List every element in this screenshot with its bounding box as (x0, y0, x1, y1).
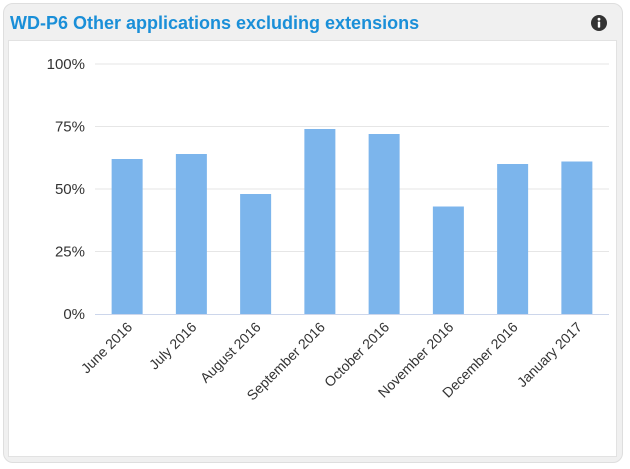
chart-widget: WD-P6 Other applications excluding exten… (3, 3, 623, 463)
bar[interactable] (561, 161, 593, 315)
x-tick-label: October 2016 (321, 319, 392, 390)
bar[interactable] (240, 194, 272, 314)
bar[interactable] (304, 129, 336, 314)
info-icon[interactable] (590, 14, 608, 32)
x-tick-label: July 2016 (146, 319, 200, 373)
x-tick-label: June 2016 (78, 319, 136, 377)
x-tick-label: January 2017 (514, 319, 585, 390)
y-tick-label: 75% (55, 119, 85, 136)
y-tick-label: 100% (47, 56, 85, 73)
y-tick-label: 50% (55, 181, 85, 198)
bar[interactable] (111, 159, 143, 314)
bar[interactable] (368, 134, 400, 314)
chart-area: 0% 25% 50% 75% 100% June 2016 July 2016 August … (8, 40, 617, 457)
x-tick-label: August 2016 (197, 319, 264, 386)
bar-chart: 0% 25% 50% 75% 100% June 2016 July 2016August … (47, 56, 609, 403)
bar[interactable] (497, 164, 529, 314)
y-tick-label: 25% (55, 244, 85, 261)
bar[interactable] (432, 206, 464, 315)
widget-title: WD-P6 Other applications excluding exten… (10, 13, 420, 33)
bar[interactable] (175, 154, 207, 314)
y-tick-label: 0% (63, 306, 85, 323)
